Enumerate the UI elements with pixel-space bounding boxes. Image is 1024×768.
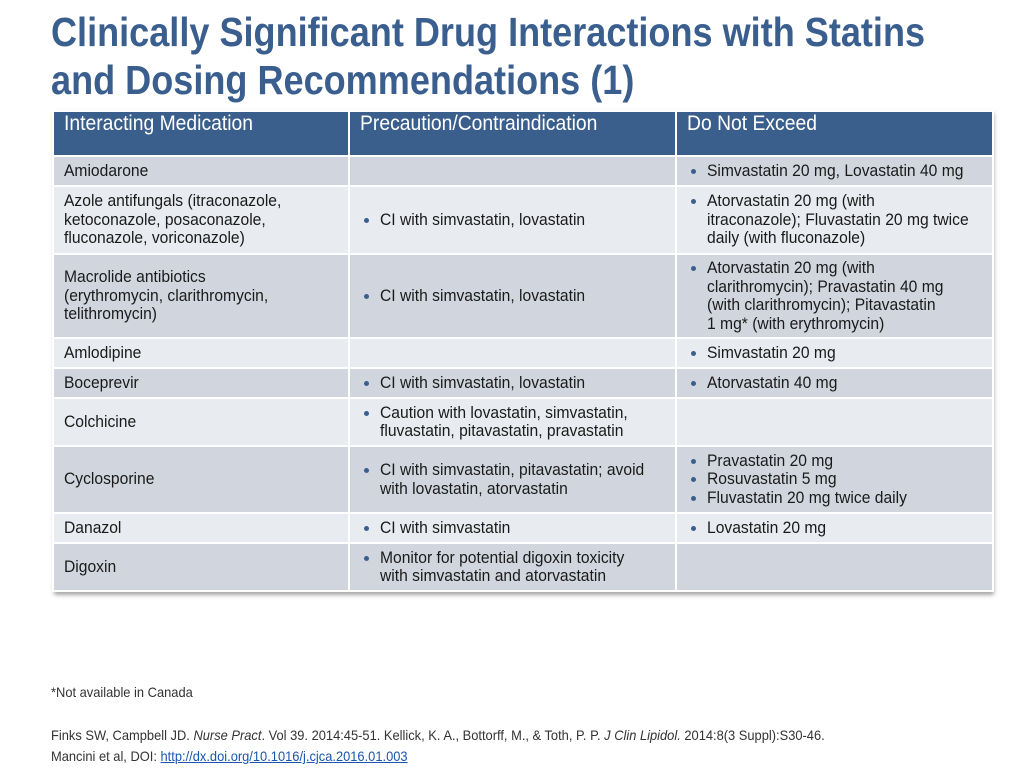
cell-do-not-exceed: Atorvastatin 20 mg (with clarithromycin);…	[675, 253, 994, 339]
cell-precaution: CI with simvastatin, lovastatin	[348, 367, 677, 399]
cell-precaution: CI with simvastatin, lovastatin	[348, 185, 677, 255]
bullet-list: Lovastatin 20 mg	[687, 518, 982, 538]
table-row: Digoxin Monitor for potential digoxin tox…	[52, 542, 994, 592]
table-body: Amiodarone Simvastatin 20 mg, Lovastatin …	[52, 155, 994, 592]
bullet-list: Monitor for potential digoxin toxicity wi…	[360, 548, 665, 586]
table-row: Colchicine Caution with lovastatin, simva…	[52, 397, 994, 447]
header-interacting-medication: Interacting Medication	[52, 110, 350, 157]
table-row: Cyclosporine CI with simvastatin, pitavas…	[52, 445, 994, 514]
bullet-list: CI with simvastatin, lovastatin	[360, 373, 665, 393]
list-item: Pravastatin 20 mg	[687, 451, 982, 471]
slide-title-line-1: Clinically Significant Drug Interactions…	[51, 9, 926, 55]
header-precaution: Precaution/Contraindication	[348, 110, 677, 157]
cell-do-not-exceed: Simvastatin 20 mg	[675, 337, 994, 369]
bullet-list: Simvastatin 20 mg, Lovastatin 40 mg	[687, 161, 982, 181]
cell-precaution: CI with simvastatin	[348, 512, 677, 544]
interaction-table: Interacting Medication Precaution/Contra…	[52, 110, 994, 592]
table-row: Azole antifungals (itraconazole, ketocona…	[52, 185, 994, 255]
list-item: Caution with lovastatin, simvastatin, flu…	[360, 403, 665, 441]
bullet-list: Pravastatin 20 mg Rosuvastatin 5 mg Fluvas…	[687, 451, 982, 508]
cell-do-not-exceed: Lovastatin 20 mg	[675, 512, 994, 544]
cell-precaution: CI with simvastatin, pitavastatin; avoid…	[348, 445, 677, 514]
cell-medication: Colchicine	[52, 397, 350, 447]
list-item: Lovastatin 20 mg	[687, 518, 982, 538]
bullet-list: CI with simvastatin, lovastatin	[360, 286, 665, 306]
slide-title-line-2: and Dosing Recommendations (1)	[51, 57, 635, 103]
cell-precaution: Caution with lovastatin, simvastatin, flu…	[348, 397, 677, 447]
list-item: Rosuvastatin 5 mg	[687, 470, 982, 489]
table-row: Macrolide antibiotics (erythromycin, clar…	[52, 253, 994, 339]
list-item: CI with simvastatin, lovastatin	[360, 210, 665, 230]
table-row: Danazol CI with simvastatin Lovastatin 20 …	[52, 512, 994, 544]
references: Finks SW, Campbell JD. Nurse Pract. Vol …	[51, 725, 825, 767]
cell-medication: Boceprevir	[52, 367, 350, 399]
bullet-list: Atorvastatin 20 mg (with clarithromycin);…	[687, 258, 982, 333]
table-row: Boceprevir CI with simvastatin, lovastati…	[52, 367, 994, 399]
list-item: Atorvastatin 20 mg (with clarithromycin);…	[687, 258, 982, 333]
bullet-list: Atorvastatin 20 mg (with itraconazole); F…	[687, 192, 982, 248]
interaction-table-container: Interacting Medication Precaution/Contra…	[52, 110, 994, 592]
cell-precaution	[348, 337, 677, 369]
cell-do-not-exceed: Simvastatin 20 mg, Lovastatin 40 mg	[675, 155, 994, 187]
bullet-list: Atorvastatin 40 mg	[687, 373, 982, 393]
reference-line-1: Finks SW, Campbell JD. Nurse Pract. Vol …	[51, 727, 825, 743]
cell-medication: Amiodarone	[52, 155, 350, 187]
list-item: CI with simvastatin, pitavastatin; avoid…	[360, 460, 665, 498]
list-item: Simvastatin 20 mg	[687, 343, 982, 363]
list-item: CI with simvastatin	[360, 518, 665, 538]
bullet-list: Caution with lovastatin, simvastatin, flu…	[360, 403, 665, 441]
footnote: *Not available in Canada	[51, 684, 193, 700]
bullet-list: Simvastatin 20 mg	[687, 343, 982, 363]
cell-precaution: CI with simvastatin, lovastatin	[348, 253, 677, 339]
cell-do-not-exceed	[675, 542, 994, 592]
cell-precaution: Monitor for potential digoxin toxicity wi…	[348, 542, 677, 592]
list-item: Simvastatin 20 mg, Lovastatin 40 mg	[687, 161, 982, 181]
cell-medication: Amlodipine	[52, 337, 350, 369]
bullet-list: CI with simvastatin, lovastatin	[360, 210, 665, 230]
table-row: Amlodipine Simvastatin 20 mg	[52, 337, 994, 369]
cell-medication: Danazol	[52, 512, 350, 544]
list-item: CI with simvastatin, lovastatin	[360, 286, 665, 306]
bullet-list: CI with simvastatin	[360, 518, 665, 538]
list-item: Atorvastatin 40 mg	[687, 373, 982, 393]
cell-medication: Cyclosporine	[52, 445, 350, 514]
cell-precaution	[348, 155, 677, 187]
list-item: Fluvastatin 20 mg twice daily	[687, 488, 982, 508]
cell-medication: Digoxin	[52, 542, 350, 592]
doi-link[interactable]: http://dx.doi.org/10.1016/j.cjca.2016.01…	[160, 748, 408, 764]
reference-line-2: Mancini et al, DOI: http://dx.doi.org/10…	[51, 748, 408, 764]
list-item: Atorvastatin 20 mg (with itraconazole); F…	[687, 192, 982, 248]
cell-medication: Azole antifungals (itraconazole, ketocona…	[52, 185, 350, 255]
cell-do-not-exceed: Atorvastatin 40 mg	[675, 367, 994, 399]
list-item: Monitor for potential digoxin toxicity wi…	[360, 548, 665, 586]
cell-do-not-exceed: Pravastatin 20 mg Rosuvastatin 5 mg Fluvas…	[675, 445, 994, 514]
table-row: Amiodarone Simvastatin 20 mg, Lovastatin …	[52, 155, 994, 187]
cell-medication: Macrolide antibiotics (erythromycin, clar…	[52, 253, 350, 339]
cell-do-not-exceed: Atorvastatin 20 mg (with itraconazole); F…	[675, 185, 994, 255]
table-header-row: Interacting Medication Precaution/Contra…	[52, 110, 994, 157]
list-item: CI with simvastatin, lovastatin	[360, 373, 665, 393]
header-do-not-exceed: Do Not Exceed	[675, 110, 994, 157]
bullet-list: CI with simvastatin, pitavastatin; avoid…	[360, 460, 665, 498]
slide-title: Clinically Significant Drug Interactions…	[51, 8, 926, 104]
cell-do-not-exceed	[675, 397, 994, 447]
